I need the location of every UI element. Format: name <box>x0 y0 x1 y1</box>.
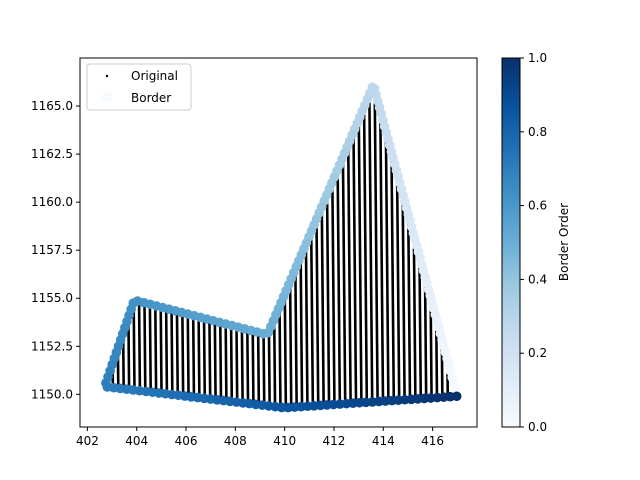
border-point <box>451 391 462 402</box>
legend-box <box>86 63 192 111</box>
original-stripe <box>373 84 379 408</box>
x-tick-label: 412 <box>323 434 346 448</box>
border-points <box>101 82 463 413</box>
y-axis: 1150.0 1152.5 1155.0 1157.5 1160.0 1162.5 1165… <box>31 99 80 401</box>
x-axis: 402 404 406 408 410 412 414 416 <box>76 427 444 448</box>
y-tick-label: 1152.5 <box>31 339 73 353</box>
colorbar-label: Border Order <box>557 203 571 281</box>
y-tick-label: 1162.5 <box>31 147 73 161</box>
x-tick-label: 410 <box>273 434 296 448</box>
legend-border-marker <box>101 91 113 103</box>
colorbar: 0.0 0.2 0.4 0.6 0.8 1.0 Border Order <box>501 51 571 434</box>
y-tick-label: 1157.5 <box>31 243 73 257</box>
x-tick-label: 406 <box>175 434 198 448</box>
colorbar-tick-label: 1.0 <box>528 51 547 65</box>
y-tick-label: 1150.0 <box>31 387 73 401</box>
x-tick-label: 414 <box>372 434 395 448</box>
y-tick-label: 1160.0 <box>31 195 73 209</box>
colorbar-tick-label: 0.8 <box>528 125 547 139</box>
colorbar-gradient <box>501 57 521 428</box>
x-tick-label: 416 <box>421 434 444 448</box>
legend-original-marker <box>105 74 109 78</box>
original-stripe <box>357 84 363 408</box>
x-tick-label: 404 <box>125 434 148 448</box>
original-stripe <box>362 84 369 408</box>
y-tick-label: 1155.0 <box>31 291 73 305</box>
colorbar-tick-label: 0.4 <box>528 272 547 286</box>
x-tick-label: 402 <box>76 434 99 448</box>
legend: Original Border <box>86 63 192 111</box>
y-tick-label: 1165.0 <box>31 99 73 113</box>
legend-border-label: Border <box>131 91 171 105</box>
axes-frame <box>79 57 478 428</box>
colorbar-tick-label: 0.2 <box>528 346 547 360</box>
original-stripe <box>367 84 374 408</box>
legend-original-label: Original <box>131 69 178 83</box>
x-tick-label: 408 <box>224 434 247 448</box>
colorbar-tick-label: 0.0 <box>528 420 547 434</box>
colorbar-tick-label: 0.6 <box>528 199 547 213</box>
original-stripe <box>378 84 385 408</box>
colorbar-ticks: 0.0 0.2 0.4 0.6 0.8 1.0 <box>520 51 547 434</box>
